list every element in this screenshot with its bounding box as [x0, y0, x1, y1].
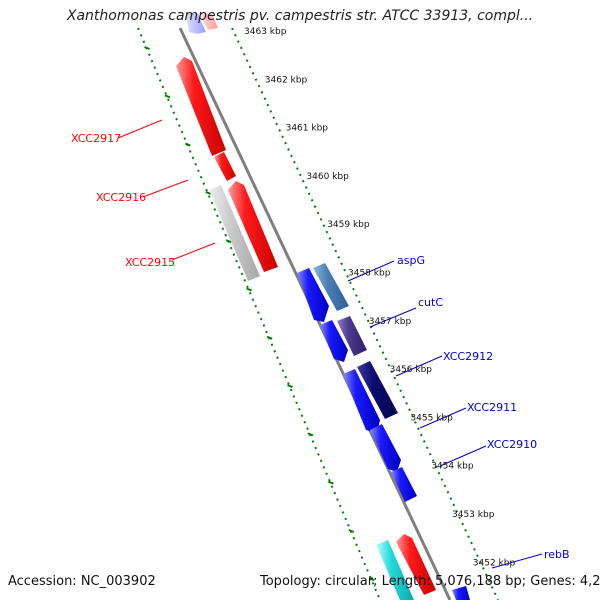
tick-label: 3457 kbp	[369, 317, 412, 327]
gene-label-cutc: cutC	[418, 296, 443, 309]
gene-label-xcc2915: XCC2915	[125, 256, 175, 269]
gene-xcc2910-pair-shape	[370, 424, 401, 472]
tick-mark	[144, 46, 150, 50]
gene-xcc2912-shape	[343, 369, 380, 433]
gene-label-xcc2910: XCC2910	[487, 438, 537, 451]
tick-label: 3455 kbp	[410, 413, 453, 423]
right-leader-lines	[347, 260, 543, 569]
tick-label: 3461 kbp	[286, 124, 329, 134]
gene-aspg-shape	[313, 263, 349, 311]
accession-text: Accession: NC_003902	[8, 574, 156, 589]
tick-mark	[205, 190, 212, 195]
gene-label-rebb: rebB	[544, 548, 570, 561]
tick-label: 3452 kbp	[473, 558, 516, 568]
gene-xcc2910-shape	[391, 467, 417, 502]
tick-label: 3463 kbp	[244, 27, 287, 37]
tick-label: 3454 kbp	[431, 462, 474, 472]
tick-mark	[328, 480, 334, 485]
tick-mark	[225, 239, 232, 244]
tick-mark	[266, 335, 273, 340]
gene-grey-shape	[209, 185, 260, 281]
gene-bottom-blue	[452, 586, 470, 600]
gene-xcc2917-shape	[176, 57, 226, 156]
genome-title: Xanthomonas campestris pv. campestris st…	[66, 8, 534, 24]
tick-label: 3460 kbp	[306, 172, 349, 182]
tick-mark	[164, 94, 171, 99]
left-leader-lines	[117, 119, 216, 261]
gene-xcc2911-shape	[357, 361, 398, 419]
gene-top-pale-blue	[186, 14, 206, 34]
tick-mark	[348, 529, 355, 533]
outer-dotted-guide	[137, 27, 381, 600]
tick-label: 3459 kbp	[327, 220, 370, 230]
inner-dotted-guide	[231, 27, 499, 600]
gene-bottom-cyan	[376, 540, 414, 600]
gene-aspg-pair-1	[297, 268, 329, 322]
tick-label: 3456 kbp	[390, 365, 433, 375]
tick-mark	[307, 432, 314, 437]
gene-label-aspg: aspG	[397, 254, 425, 267]
genome-summary-text: Topology: circular; Length: 5,076,188 bp…	[260, 574, 600, 589]
gene-cutc-shape	[337, 316, 367, 356]
gene-xcc2916-shape	[214, 152, 236, 181]
tick-labels: 3463 kbp 3462 kbp 3461 kbp 3460 kbp 3459 kbp…	[244, 27, 515, 568]
tick-mark	[368, 577, 375, 582]
gene-label-xcc2916: XCC2916	[96, 191, 146, 204]
gene-top-pink	[200, 14, 218, 30]
left-tick-marks	[144, 46, 375, 582]
gene-bottom-red	[396, 534, 436, 595]
tick-label: 3453 kbp	[452, 510, 495, 520]
tick-mark	[184, 142, 191, 147]
tick-mark	[287, 384, 293, 389]
tick-label: 3462 kbp	[265, 75, 308, 85]
tick-mark	[246, 287, 252, 292]
tick-label: 3458 kbp	[348, 269, 391, 279]
gene-xcc2915-shape	[228, 181, 278, 272]
gene-label-xcc2911: XCC2911	[467, 401, 517, 414]
gene-label-xcc2912: XCC2912	[443, 350, 493, 363]
gene-cutc-blue-shape	[320, 320, 348, 362]
gene-label-xcc2917: XCC2917	[71, 132, 121, 145]
